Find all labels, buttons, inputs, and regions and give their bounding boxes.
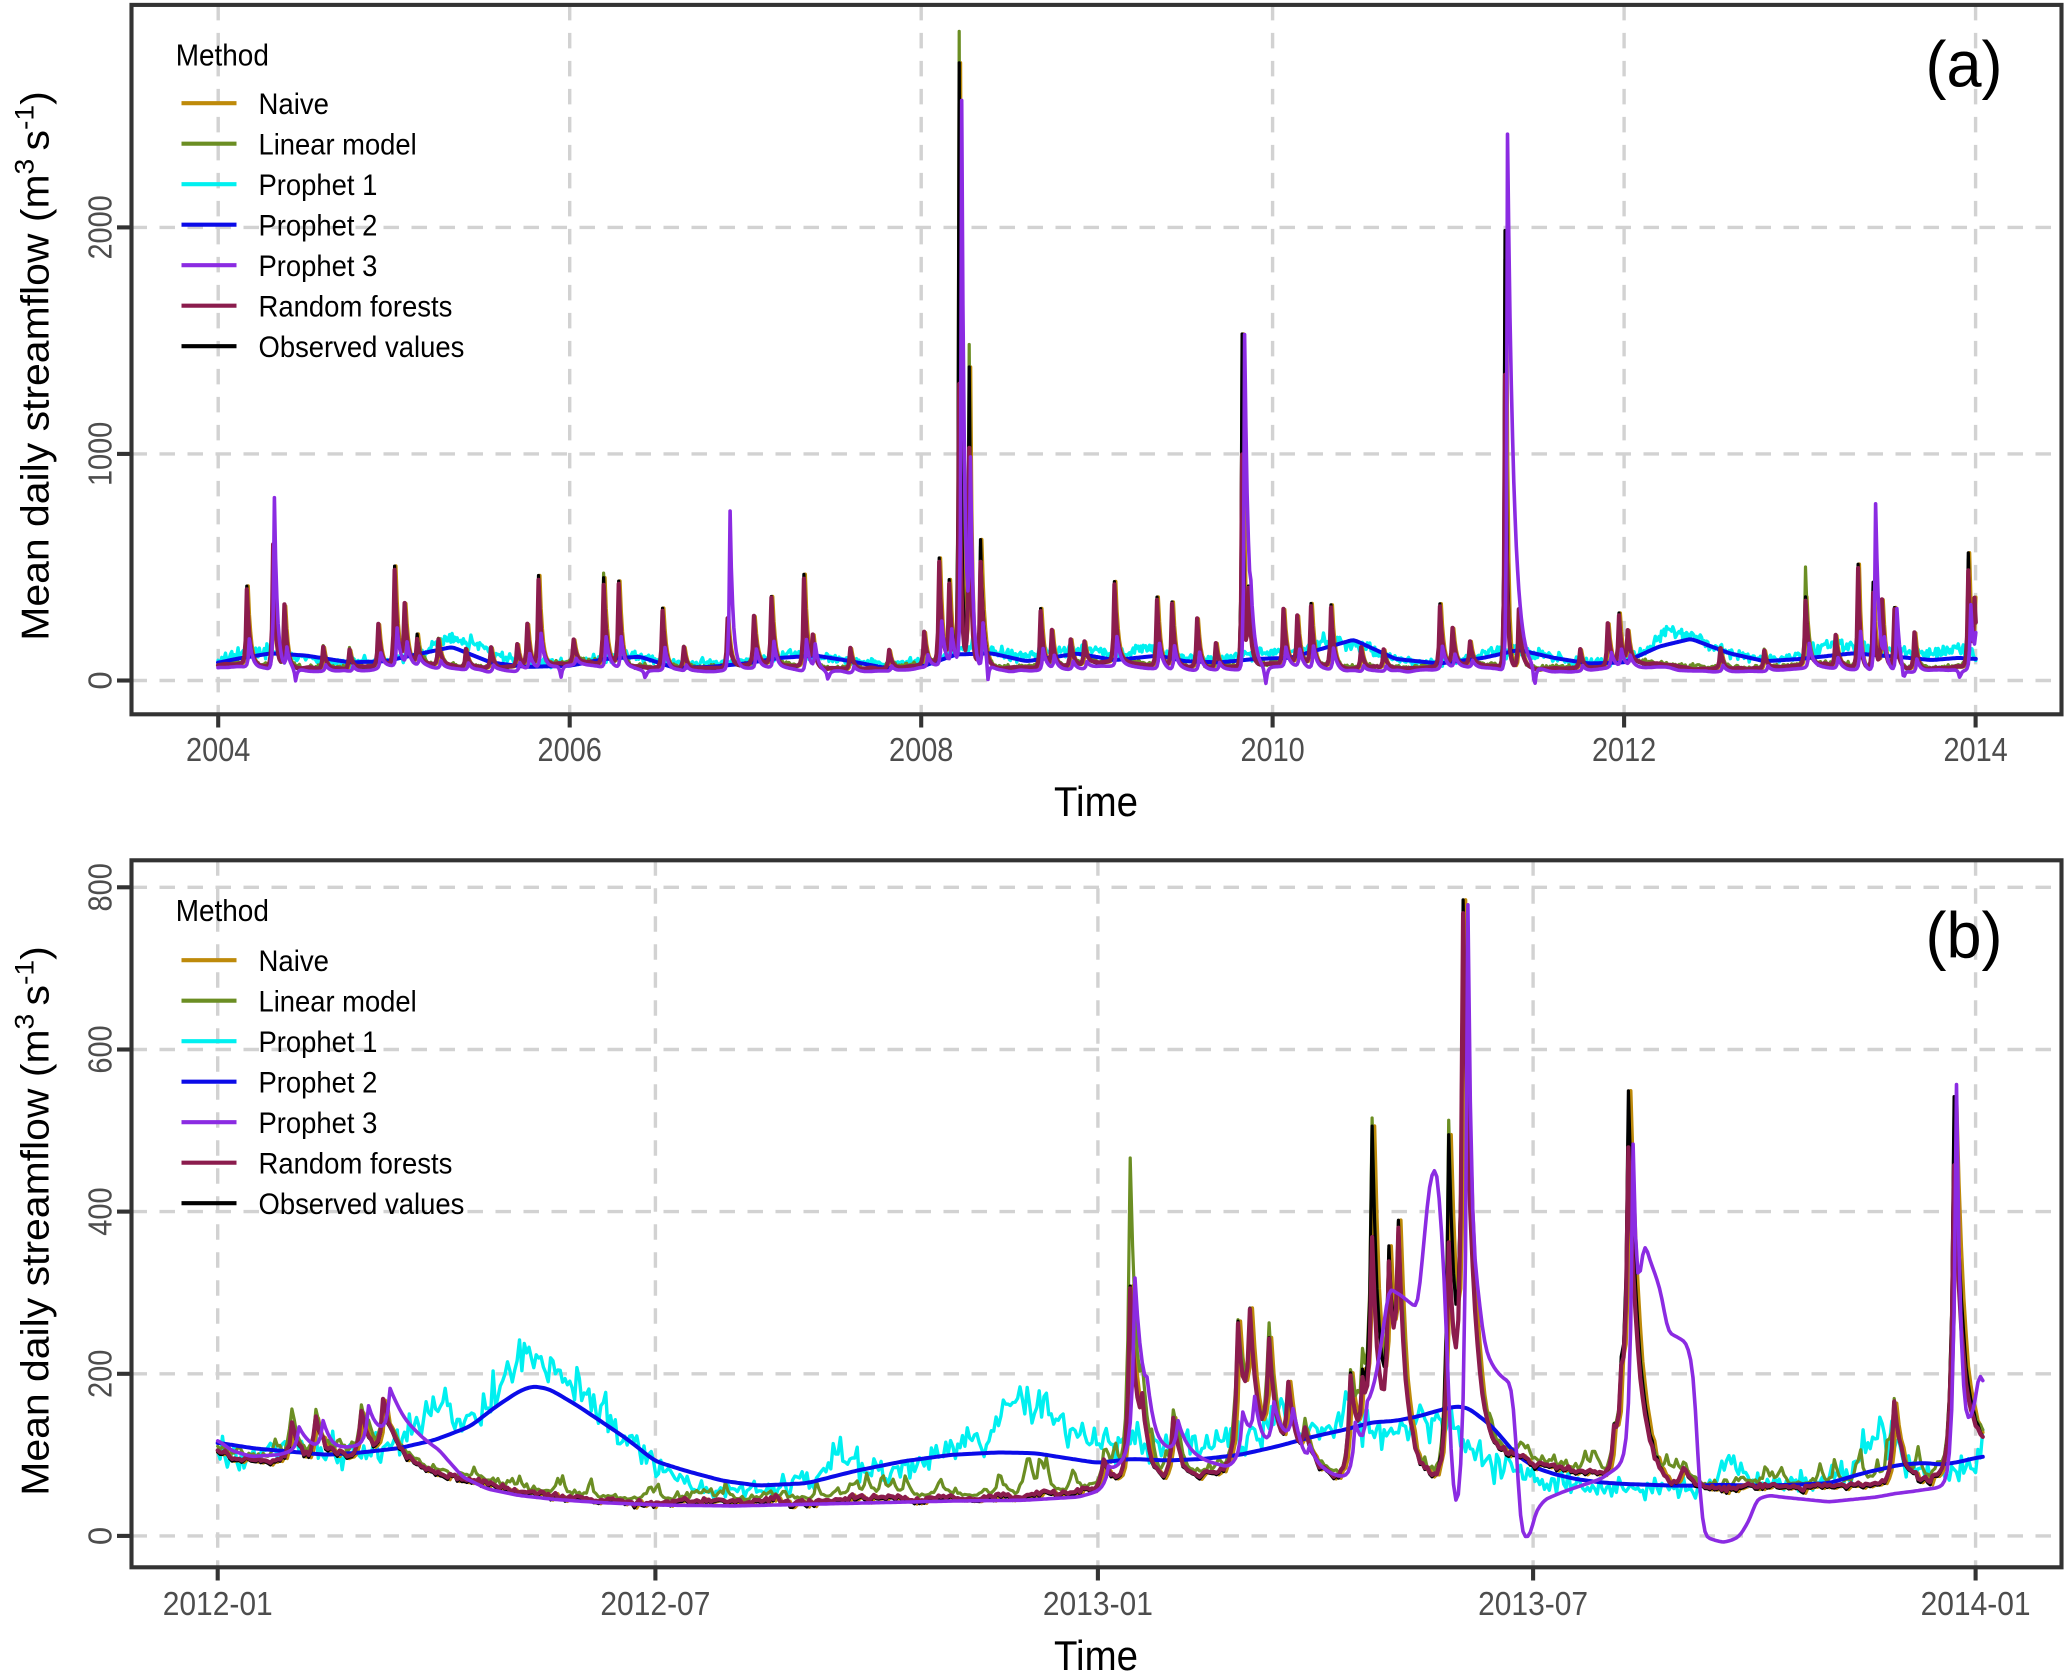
svg-text:0: 0: [82, 1527, 119, 1545]
svg-text:Method: Method: [176, 893, 269, 928]
svg-text:Prophet 3: Prophet 3: [259, 1107, 378, 1140]
svg-text:Prophet 2: Prophet 2: [259, 1067, 378, 1100]
svg-text:Observed values: Observed values: [259, 1188, 465, 1221]
svg-text:2008: 2008: [889, 731, 953, 768]
svg-text:2012-01: 2012-01: [163, 1585, 273, 1622]
svg-text:2012-07: 2012-07: [600, 1585, 710, 1622]
svg-text:(a): (a): [1926, 28, 2003, 101]
svg-text:Mean daily streamflow (m3 s-1): Mean daily streamflow (m3 s-1): [9, 946, 57, 1496]
svg-text:2013-07: 2013-07: [1478, 1585, 1588, 1622]
svg-text:Time: Time: [1054, 778, 1138, 825]
svg-text:Linear model: Linear model: [259, 129, 417, 162]
svg-text:0: 0: [82, 671, 119, 689]
svg-text:Prophet 2: Prophet 2: [259, 210, 378, 243]
svg-text:Observed values: Observed values: [259, 331, 465, 364]
svg-text:Random forests: Random forests: [259, 1148, 453, 1181]
svg-text:600: 600: [82, 1025, 119, 1073]
svg-text:Prophet 1: Prophet 1: [259, 1026, 378, 1059]
svg-text:Naive: Naive: [259, 88, 329, 121]
svg-text:400: 400: [82, 1187, 119, 1235]
svg-text:2000: 2000: [82, 195, 119, 259]
svg-text:2014: 2014: [1943, 731, 2007, 768]
svg-text:800: 800: [82, 863, 119, 911]
svg-text:2004: 2004: [186, 731, 250, 768]
svg-text:1000: 1000: [82, 422, 119, 486]
svg-text:Naive: Naive: [259, 945, 329, 978]
svg-text:Random forests: Random forests: [259, 291, 453, 324]
svg-text:Prophet 3: Prophet 3: [259, 250, 378, 283]
svg-text:Prophet 1: Prophet 1: [259, 169, 378, 202]
svg-text:2013-01: 2013-01: [1043, 1585, 1153, 1622]
svg-text:Linear model: Linear model: [259, 986, 417, 1019]
svg-text:2012: 2012: [1592, 731, 1656, 768]
svg-text:Mean daily streamflow (m3 s-1): Mean daily streamflow (m3 s-1): [9, 91, 57, 641]
svg-text:Time: Time: [1054, 1632, 1138, 1675]
svg-text:2006: 2006: [538, 731, 602, 768]
svg-text:(b): (b): [1926, 899, 2003, 972]
svg-text:2010: 2010: [1240, 731, 1304, 768]
svg-text:200: 200: [82, 1350, 119, 1398]
svg-text:Method: Method: [176, 37, 269, 72]
svg-text:2014-01: 2014-01: [1921, 1585, 2031, 1622]
